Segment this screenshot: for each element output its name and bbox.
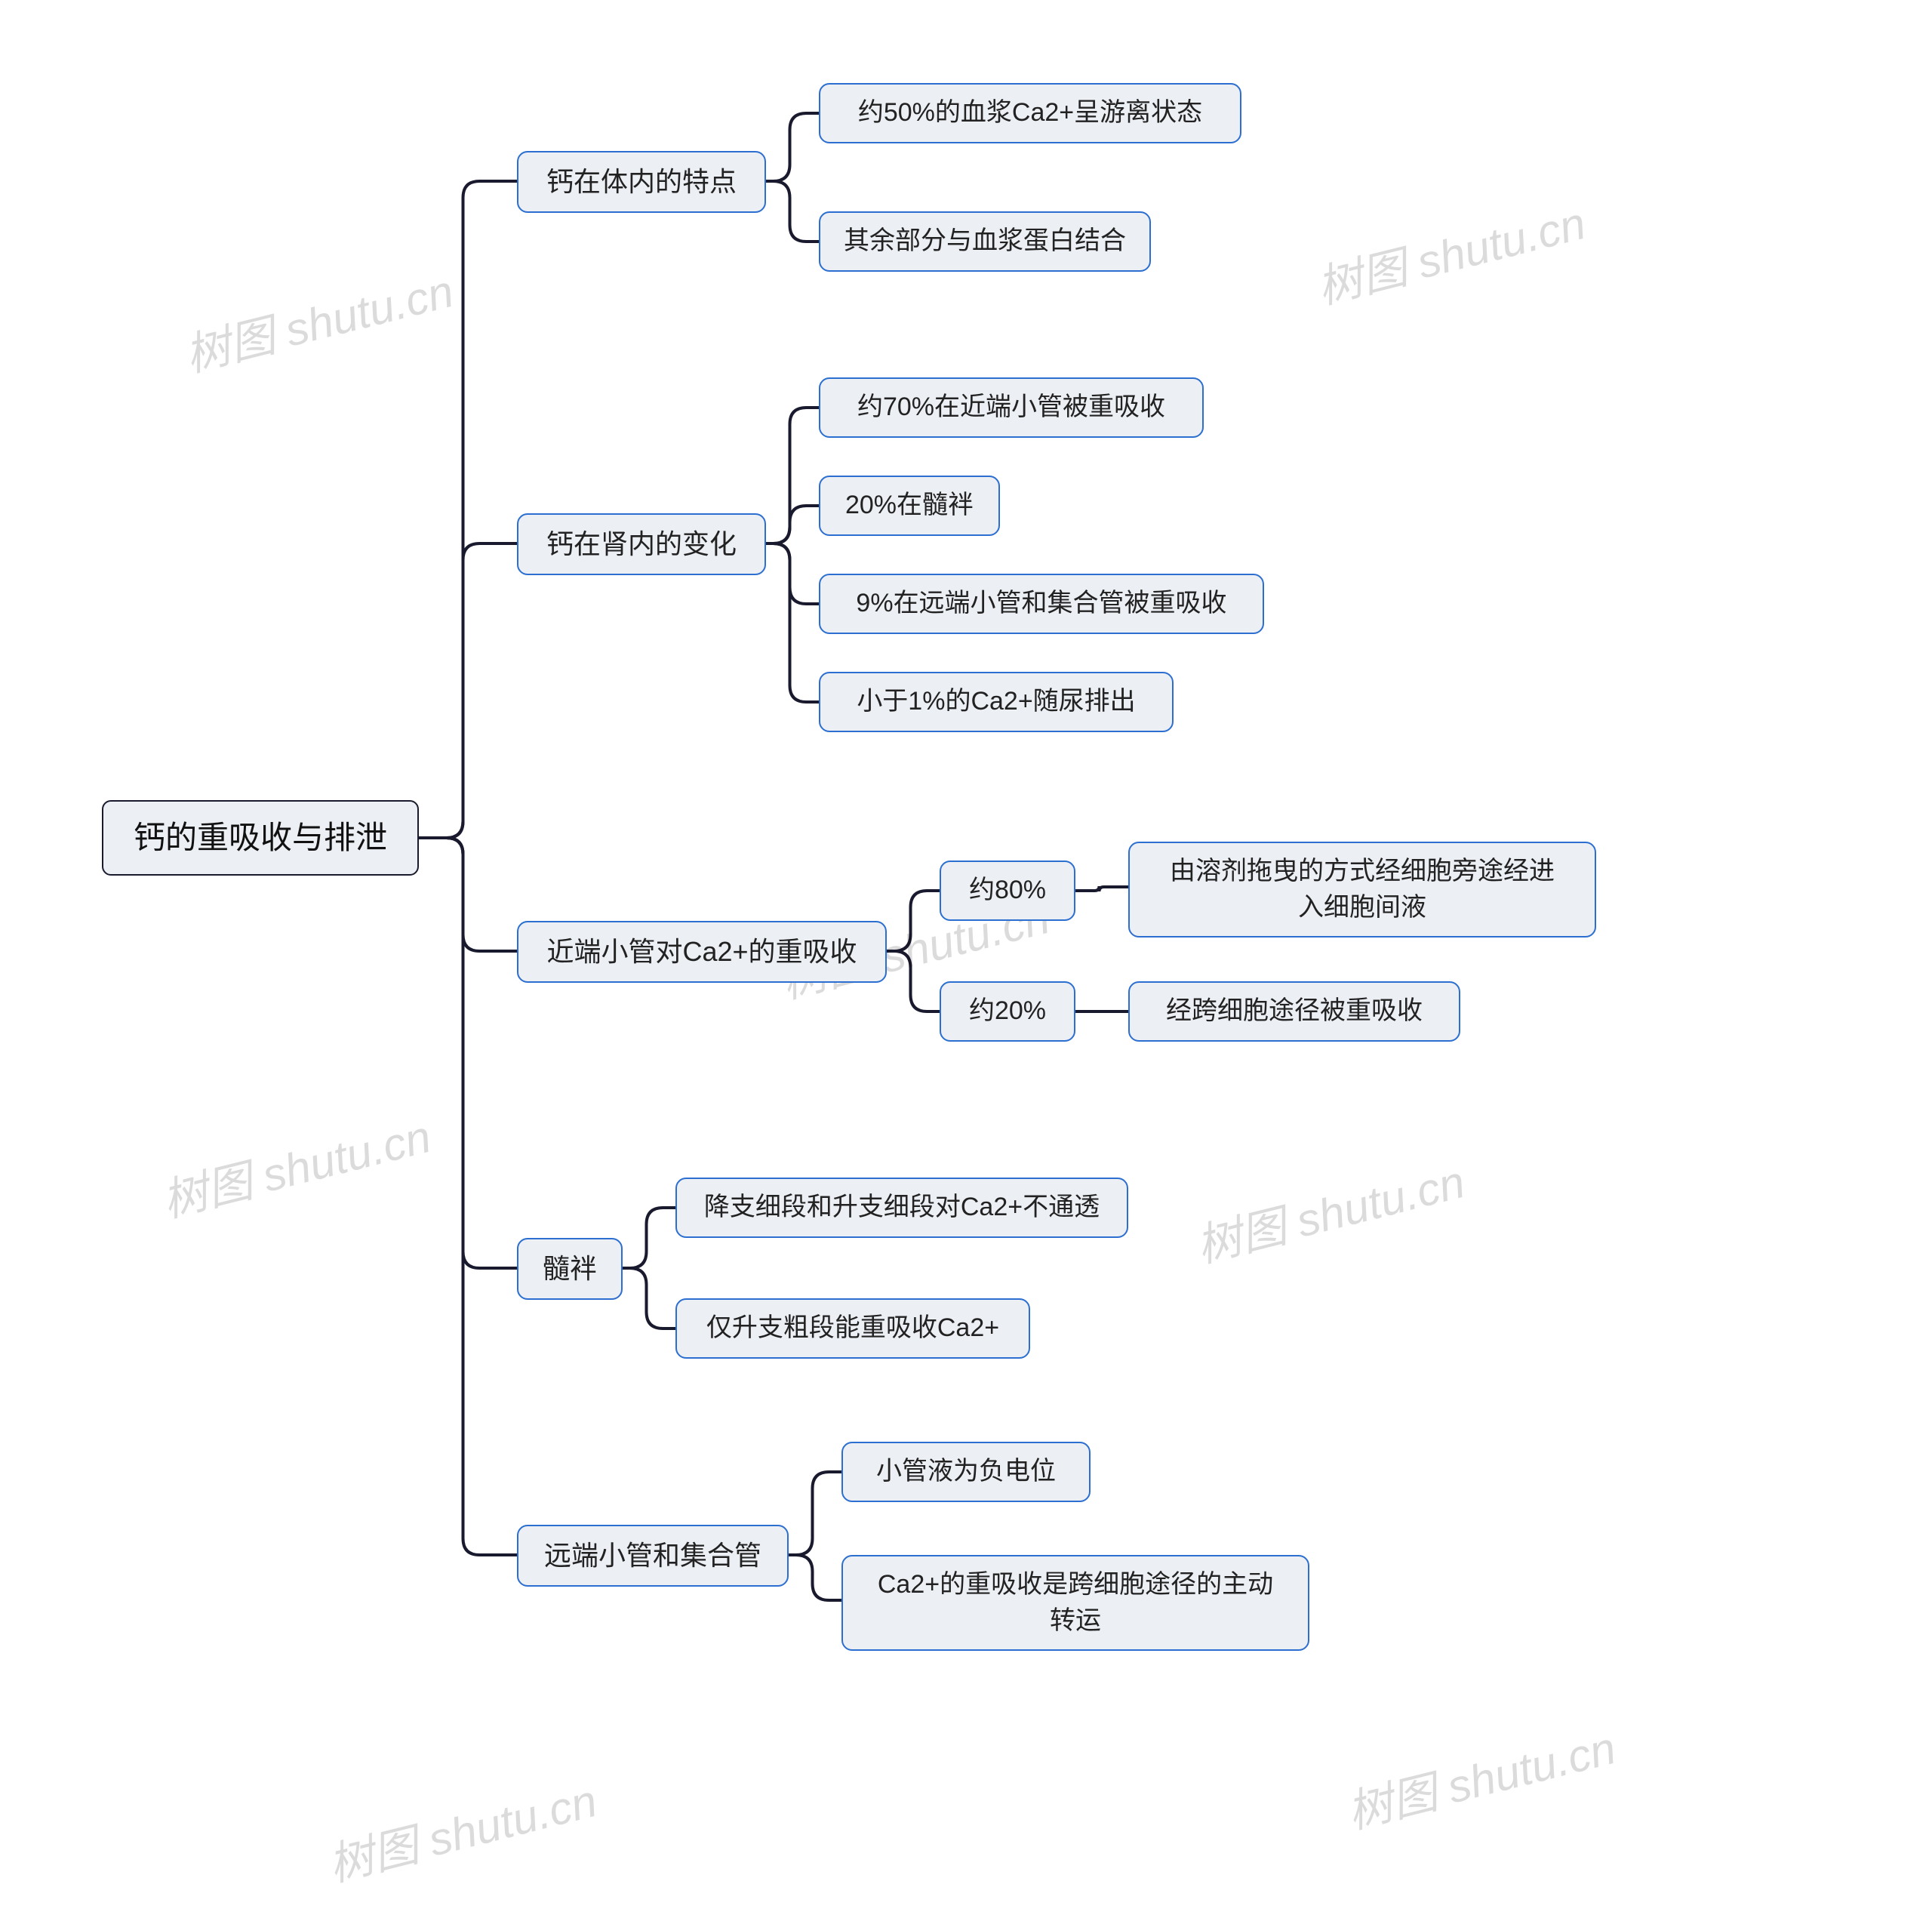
node-b4c1: 降支细段和升支细段对Ca2+不通透: [675, 1178, 1128, 1238]
edge-b3c1-b3c1a: [1075, 886, 1128, 891]
node-b5: 远端小管和集合管: [517, 1525, 789, 1587]
edge-b2-b2c1: [766, 408, 819, 543]
node-b2c2: 20%在髓袢: [819, 476, 1000, 536]
edge-b4-b4c1: [623, 1208, 675, 1268]
node-b5c2: Ca2+的重吸收是跨细胞途径的主动 转运: [841, 1555, 1309, 1651]
edge-b4-b4c2: [623, 1268, 675, 1328]
node-b1c2: 其余部分与血浆蛋白结合: [819, 211, 1151, 272]
watermark: 树图 shutu.cn: [1309, 186, 1592, 316]
node-b3c2a: 经跨细胞途径被重吸收: [1128, 981, 1460, 1042]
edge-root-b1: [419, 181, 517, 838]
watermark: 树图 shutu.cn: [155, 1100, 437, 1230]
node-b2: 钙在肾内的变化: [517, 513, 766, 575]
node-b1c1: 约50%的血浆Ca2+呈游离状态: [819, 83, 1241, 143]
edge-root-b3: [419, 838, 517, 951]
node-b1: 钙在体内的特点: [517, 151, 766, 213]
node-b5c1: 小管液为负电位: [841, 1442, 1091, 1502]
node-b3: 近端小管对Ca2+的重吸收: [517, 921, 887, 983]
edge-b2-b2c3: [766, 543, 819, 604]
watermark: 树图 shutu.cn: [1189, 1145, 1471, 1275]
edge-b2-b2c4: [766, 543, 819, 702]
edge-b5-b5c1: [789, 1472, 841, 1555]
watermark: 树图 shutu.cn: [321, 1764, 603, 1894]
edge-b3-b3c2: [887, 951, 940, 1011]
edge-b3-b3c1: [887, 891, 940, 951]
node-b2c3: 9%在远端小管和集合管被重吸收: [819, 574, 1264, 634]
mindmap-canvas: 树图 shutu.cn 树图 shutu.cn 树图 shutu.cn 树图 shut…: [0, 0, 1932, 1915]
edge-root-b4: [419, 838, 517, 1268]
edge-b1-b1c1: [766, 113, 819, 181]
node-b4c2: 仅升支粗段能重吸收Ca2+: [675, 1298, 1030, 1359]
watermark: 树图 shutu.cn: [177, 254, 460, 384]
node-b2c1: 约70%在近端小管被重吸收: [819, 377, 1204, 438]
node-b3c2: 约20%: [940, 981, 1075, 1042]
root-node: 钙的重吸收与排泄: [102, 800, 419, 876]
edge-root-b2: [419, 543, 517, 838]
node-b3c1a: 由溶剂拖曳的方式经细胞旁途经进 入细胞间液: [1128, 842, 1596, 937]
node-b2c4: 小于1%的Ca2+随尿排出: [819, 672, 1174, 732]
watermark: 树图 shutu.cn: [1340, 1711, 1622, 1841]
edge-root-b5: [419, 838, 517, 1555]
edge-b2-b2c2: [766, 506, 819, 543]
node-b3c1: 约80%: [940, 861, 1075, 921]
edge-b5-b5c2: [789, 1555, 841, 1600]
node-b4: 髓袢: [517, 1238, 623, 1300]
edge-b1-b1c2: [766, 181, 819, 242]
